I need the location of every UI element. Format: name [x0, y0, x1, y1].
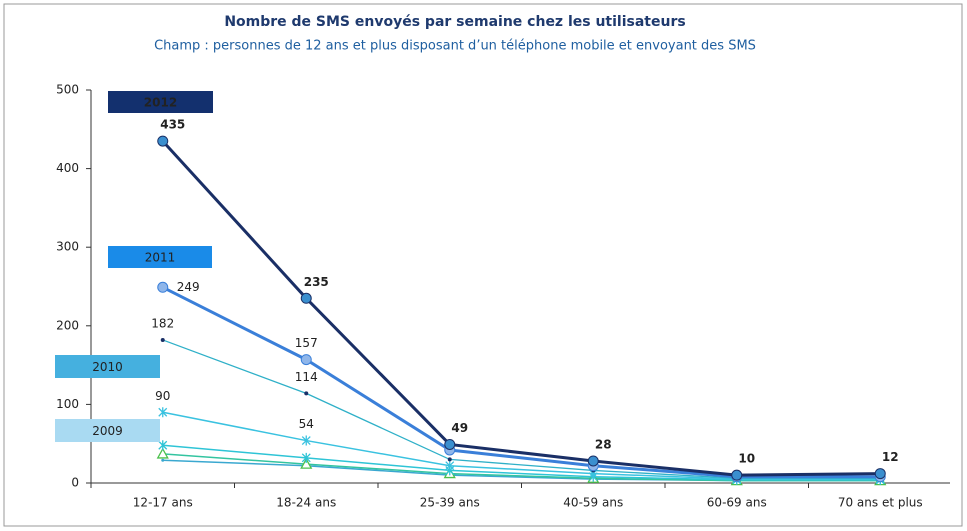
chart-title: Nombre de SMS envoyés par semaine chez l… — [224, 14, 685, 30]
y-tick-label: 400 — [56, 161, 79, 175]
legend-swatch — [55, 419, 160, 442]
series-line — [162, 444, 881, 481]
legend-swatch — [55, 355, 160, 378]
x-tick-label: 12-17 ans — [133, 496, 193, 510]
point — [158, 407, 168, 418]
y-tick-label: 500 — [56, 83, 79, 97]
series-line — [161, 140, 881, 477]
point — [157, 135, 169, 147]
frame — [3, 3, 963, 527]
point — [156, 447, 169, 459]
point — [160, 337, 165, 342]
legend-label: 2011 — [145, 251, 176, 265]
data-label: 90 — [155, 389, 170, 403]
y-tick-label: 200 — [56, 318, 79, 332]
data-label: 49 — [451, 421, 468, 435]
point — [300, 457, 313, 469]
chart-subtitle: Champ : personnes de 12 ans et plus disp… — [154, 39, 756, 54]
point — [444, 438, 456, 450]
x-tick-label: 40-59 ans — [563, 496, 623, 510]
legend-swatch — [108, 246, 212, 268]
point — [301, 452, 311, 463]
series-line — [162, 285, 881, 479]
legend-label: 2009 — [92, 424, 123, 438]
legend-label: 2010 — [92, 360, 123, 374]
y-tick-label: 0 — [71, 476, 79, 490]
data-label: 114 — [295, 370, 318, 384]
point — [445, 460, 455, 471]
y-tick-label: 100 — [56, 397, 79, 411]
point — [300, 292, 312, 304]
point — [158, 440, 168, 451]
series-line — [162, 411, 881, 480]
legend-label: 2012 — [144, 96, 177, 110]
point — [300, 354, 312, 366]
data-label: 435 — [160, 118, 185, 132]
point — [161, 458, 165, 462]
point — [731, 469, 743, 481]
data-label: 182 — [151, 316, 174, 330]
data-label: 10 — [738, 452, 755, 466]
x-tick-label: 60-69 ans — [707, 496, 767, 510]
y-tick-label: 300 — [56, 240, 79, 254]
x-tick-label: 25-39 ans — [420, 496, 480, 510]
x-tick-label: 18-24 ans — [276, 496, 336, 510]
point — [301, 435, 311, 446]
data-label: 249 — [177, 280, 200, 294]
series-line — [162, 453, 881, 482]
data-label: 157 — [295, 336, 318, 350]
x-tick-label: 70 ans et plus — [838, 496, 923, 510]
data-label: 28 — [595, 437, 612, 451]
data-label: 235 — [304, 275, 329, 289]
data-label: 12 — [882, 450, 899, 464]
legend-swatch — [108, 91, 213, 113]
point — [304, 391, 309, 396]
point — [587, 455, 599, 467]
point — [874, 468, 886, 480]
point — [447, 457, 452, 462]
series-line — [162, 339, 881, 479]
data-label: 54 — [299, 417, 314, 431]
point — [157, 281, 169, 293]
